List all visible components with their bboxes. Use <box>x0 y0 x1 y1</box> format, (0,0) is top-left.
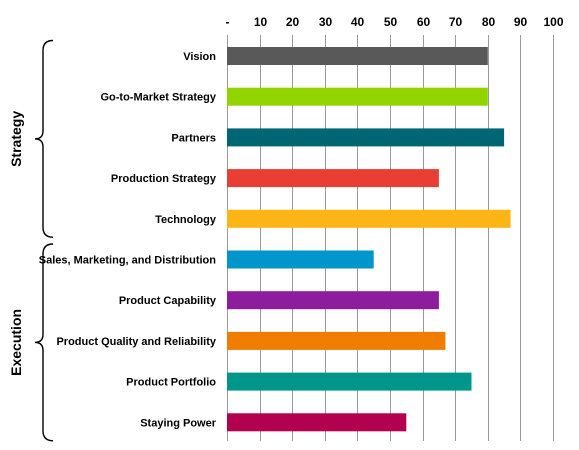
category-label-go-to-market-strategy: Go-to-Market Strategy <box>100 92 216 104</box>
bar-product-quality-and-reliability <box>227 331 446 350</box>
category-label-production-strategy: Production Strategy <box>111 173 217 185</box>
x-tick-label: 20 <box>286 15 300 29</box>
category-label-product-portfolio: Product Portfolio <box>126 377 216 389</box>
x-tick-label: 80 <box>482 15 496 29</box>
bar-product-portfolio <box>227 372 472 391</box>
x-tick-label: 40 <box>351 15 365 29</box>
category-label-technology: Technology <box>155 214 217 226</box>
x-tick-label: 100 <box>543 15 563 29</box>
bar-partners <box>227 128 505 147</box>
bracket-execution <box>34 243 54 442</box>
bars <box>227 47 511 432</box>
category-label-vision: Vision <box>183 51 216 63</box>
x-axis-ticks: - 10 20 30 40 50 60 70 80 90 100 <box>226 15 564 29</box>
group-label-strategy: Strategy <box>8 111 24 167</box>
x-tick-label: 50 <box>384 15 398 29</box>
x-tick-label: 10 <box>254 15 268 29</box>
bar-technology <box>227 209 511 228</box>
x-tick-label: 30 <box>319 15 333 29</box>
category-label-sales-marketing-and-distribution: Sales, Marketing, and Distribution <box>39 255 217 267</box>
category-label-product-quality-and-reliability: Product Quality and Reliability <box>56 336 216 348</box>
category-label-partners: Partners <box>171 132 216 144</box>
bracket-strategy <box>34 39 54 238</box>
category-label-staying-power: Staying Power <box>140 417 217 429</box>
x-tick-label: 70 <box>449 15 463 29</box>
bar-vision <box>227 47 488 65</box>
x-tick-label: 90 <box>514 15 528 29</box>
bar-staying-power <box>227 413 407 432</box>
x-tick-label: 60 <box>417 15 431 29</box>
bar-product-capability <box>227 291 439 310</box>
group-label-execution: Execution <box>8 309 24 376</box>
bar-sales-marketing-and-distribution <box>227 250 374 269</box>
x-tick-label: - <box>226 15 230 29</box>
bar-production-strategy <box>227 169 439 188</box>
category-label-product-capability: Product Capability <box>119 295 217 307</box>
bar-go-to-market-strategy <box>227 87 488 106</box>
group-brackets: Strategy Execution <box>8 39 54 442</box>
category-labels: Vision Go-to-Market Strategy Partners Produ… <box>39 51 217 429</box>
